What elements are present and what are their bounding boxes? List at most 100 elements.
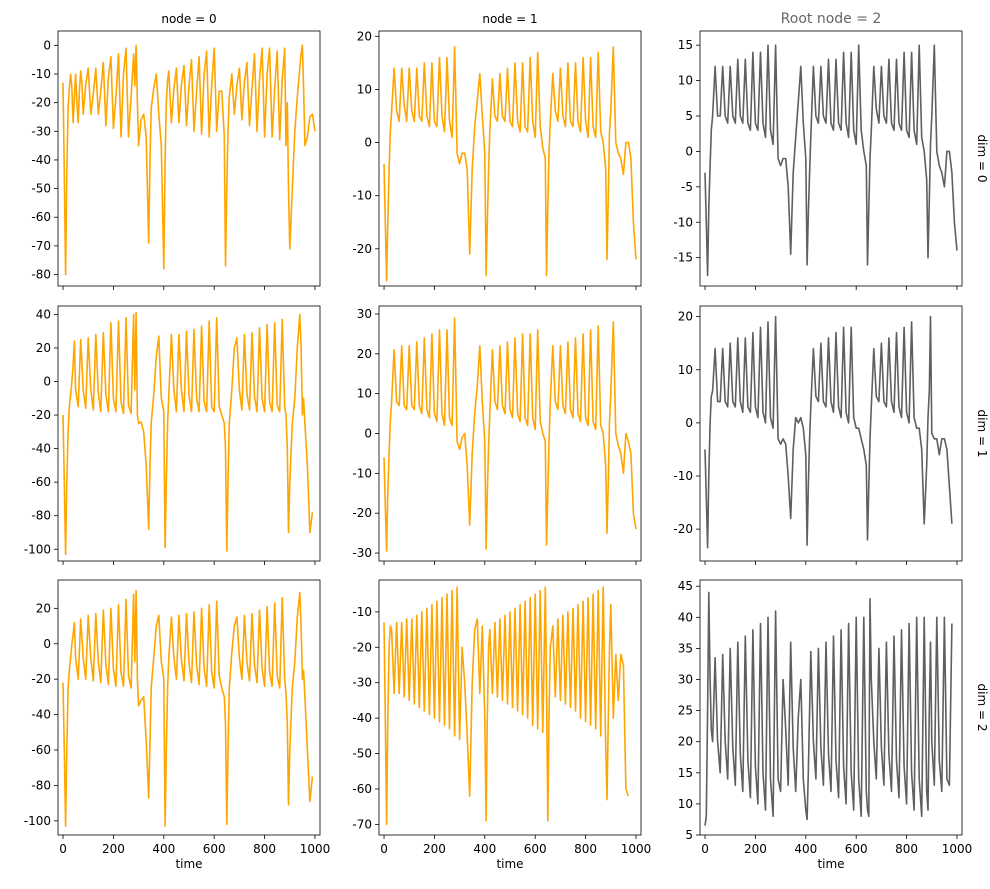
x-axis-label: time [496, 857, 523, 871]
x-tick-label: 200 [744, 842, 767, 856]
column-title: node = 1 [482, 12, 537, 26]
y-tick-label: 0 [364, 136, 372, 150]
y-tick-label: -40 [31, 708, 51, 722]
y-tick-label: -20 [352, 242, 372, 256]
x-tick-label: 200 [423, 842, 446, 856]
x-axis-label: time [175, 857, 202, 871]
x-tick-label: 400 [794, 842, 817, 856]
row-facet-label: dim = 1 [975, 410, 989, 458]
root-series-line [704, 315, 953, 549]
y-tick-label: -60 [31, 475, 51, 489]
x-axis-label: time [817, 857, 844, 871]
x-tick-label: 1000 [942, 842, 973, 856]
panel-r0-c0: -80 -70 -60 -50 -40 -30 -20 -10 0 [31, 30, 321, 290]
y-tick-label: -80 [31, 268, 51, 282]
y-tick-label: 40 [678, 610, 693, 624]
y-tick-label: -20 [352, 640, 372, 654]
y-tick-label: -60 [352, 782, 372, 796]
y-tick-label: -70 [352, 817, 372, 831]
panel-frame [57, 305, 321, 562]
y-tick-label: 5 [685, 109, 693, 123]
panel-frame [378, 30, 642, 287]
panel-frame [699, 579, 963, 836]
y-tick-label: 20 [36, 601, 51, 615]
x-tick-label: 800 [253, 842, 276, 856]
y-tick-label: 10 [678, 74, 693, 88]
node-series-line [383, 317, 637, 552]
x-tick-label: 0 [701, 842, 709, 856]
root-column-title: Root node = 2 [781, 11, 882, 27]
y-tick-label: 0 [43, 374, 51, 388]
y-tick-label: -40 [31, 442, 51, 456]
y-tick-label: 45 [678, 579, 693, 593]
y-tick-label: -20 [673, 522, 693, 536]
x-tick-label: 600 [524, 842, 547, 856]
y-tick-label: 15 [678, 766, 693, 780]
y-tick-label: 30 [678, 673, 693, 687]
x-tick-label: 400 [473, 842, 496, 856]
row-facet-label: dim = 0 [975, 135, 989, 183]
y-tick-label: 10 [678, 797, 693, 811]
y-tick-label: -60 [31, 743, 51, 757]
y-tick-label: -100 [24, 814, 51, 828]
root-series-line [704, 591, 953, 826]
y-tick-label: -10 [673, 215, 693, 229]
y-tick-label: 0 [685, 144, 693, 158]
x-tick-label: 1000 [621, 842, 652, 856]
y-tick-label: -100 [24, 542, 51, 556]
panel-r0-c1: -20 -10 0 10 20 [352, 29, 642, 290]
x-tick-label: 600 [845, 842, 868, 856]
y-tick-label: 0 [43, 38, 51, 52]
y-tick-label: 0 [364, 427, 372, 441]
x-tick-label: 0 [59, 842, 67, 856]
y-tick-label: -10 [31, 67, 51, 81]
y-tick-label: -30 [352, 676, 372, 690]
panel-r1-c1: -30 -20 -10 0 10 20 30 [352, 305, 642, 565]
y-tick-label: 35 [678, 641, 693, 655]
node-series-line [62, 44, 316, 276]
panel-frame [699, 30, 963, 287]
facet-panels: -80-70-60-50-40-30-20-100-20-1001020-15-… [24, 11, 989, 871]
y-tick-label: -40 [352, 711, 372, 725]
y-tick-label: -10 [352, 605, 372, 619]
node-series-line [383, 46, 637, 282]
y-tick-label: -10 [352, 466, 372, 480]
y-tick-label: 10 [678, 363, 693, 377]
y-tick-label: -40 [31, 153, 51, 167]
y-tick-label: -20 [31, 408, 51, 422]
x-tick-label: 600 [203, 842, 226, 856]
y-tick-label: -15 [673, 251, 693, 265]
y-tick-label: 5 [685, 828, 693, 842]
y-tick-label: -10 [352, 189, 372, 203]
y-tick-label: 20 [357, 29, 372, 43]
root-series-line [704, 44, 958, 277]
row-facet-label: dim = 2 [975, 684, 989, 732]
y-tick-label: 15 [678, 38, 693, 52]
y-tick-label: -80 [31, 509, 51, 523]
y-tick-label: 20 [678, 310, 693, 324]
y-tick-label: -30 [352, 546, 372, 560]
x-tick-label: 400 [152, 842, 175, 856]
y-tick-label: -70 [31, 239, 51, 253]
panel-r1-c0: -100 -80 -60 -40 -20 0 20 40 [24, 305, 321, 565]
y-tick-label: -60 [31, 210, 51, 224]
y-tick-label: 0 [685, 416, 693, 430]
panel-frame [378, 579, 642, 836]
panel-r2-c1: -70 -60 -50 -40 -30 -20 -10 0 200 400 600 800 1000 [352, 579, 652, 856]
panel-frame [699, 305, 963, 562]
node-series-line [62, 589, 314, 827]
x-tick-label: 800 [574, 842, 597, 856]
y-tick-label: 20 [678, 735, 693, 749]
column-title: node = 0 [161, 12, 216, 26]
x-tick-label: 800 [895, 842, 918, 856]
y-tick-label: -20 [352, 506, 372, 520]
y-tick-label: -10 [673, 469, 693, 483]
y-tick-label: 10 [357, 82, 372, 96]
panel-r0-c2: -15 -10 -5 0 5 10 15 [673, 30, 963, 290]
y-tick-label: 20 [36, 341, 51, 355]
panel-frame [378, 305, 642, 562]
panel-r2-c2: 5 10 15 20 25 30 35 40 45 0 200 400 600 800 1000 [678, 579, 973, 856]
x-tick-label: 1000 [300, 842, 331, 856]
